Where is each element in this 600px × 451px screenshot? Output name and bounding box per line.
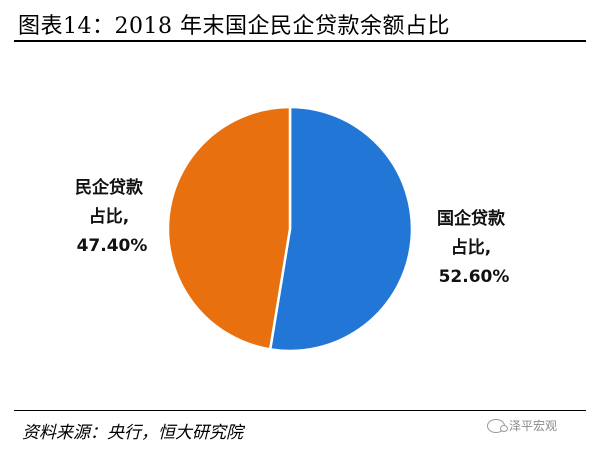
private-label-line-1: 民企贷款 xyxy=(75,177,144,198)
pie-slice-private xyxy=(166,105,292,351)
watermark-text: 泽平宏观 xyxy=(509,419,558,433)
wechat-icon xyxy=(487,418,508,433)
soe-label-line-3: 52.60% xyxy=(439,267,510,287)
watermark: 泽平宏观 xyxy=(487,417,557,434)
soe-label: 国企贷款 占比, 52.60% xyxy=(437,208,511,287)
chart-title: 图表14：2018 年末国企民企贷款余额占比 xyxy=(18,14,450,39)
title-divider xyxy=(14,40,586,42)
soe-label-line-2: 占比, xyxy=(451,237,491,258)
private-label-line-3: 47.40% xyxy=(77,236,148,256)
private-label-line-2: 占比, xyxy=(89,206,129,227)
pie-slice-soe xyxy=(268,105,414,353)
source-note: 资料来源：央行，恒大研究院 xyxy=(22,423,243,443)
private-label: 民企贷款 占比, 47.40% xyxy=(75,177,149,256)
soe-label-line-1: 国企贷款 xyxy=(437,208,506,229)
footer-divider xyxy=(14,410,586,411)
